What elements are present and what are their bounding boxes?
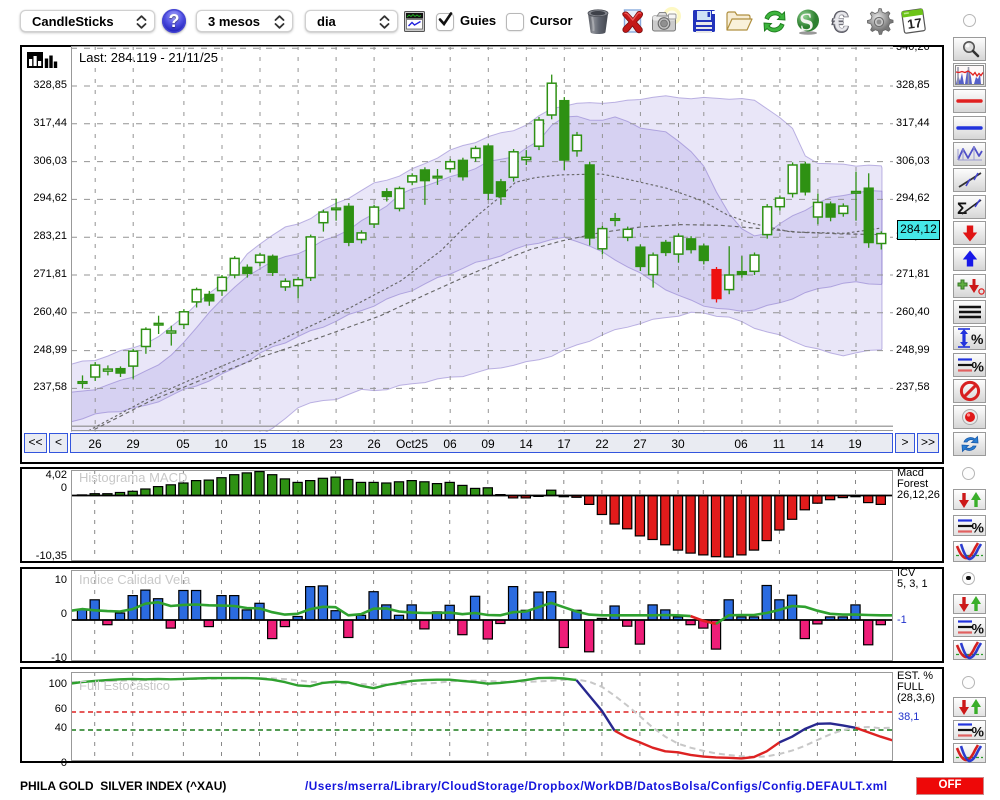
svg-text:%: % <box>971 331 984 347</box>
svg-text:€: € <box>832 7 849 36</box>
svg-text:%: % <box>971 358 984 374</box>
svg-text:17: 17 <box>906 15 922 32</box>
svg-text:Σ: Σ <box>957 199 967 217</box>
svg-text:%: % <box>971 519 984 535</box>
svg-text:%: % <box>971 724 984 740</box>
svg-text:S: S <box>798 9 815 36</box>
svg-text:%: % <box>971 621 984 637</box>
svg-text:€: € <box>833 7 849 36</box>
